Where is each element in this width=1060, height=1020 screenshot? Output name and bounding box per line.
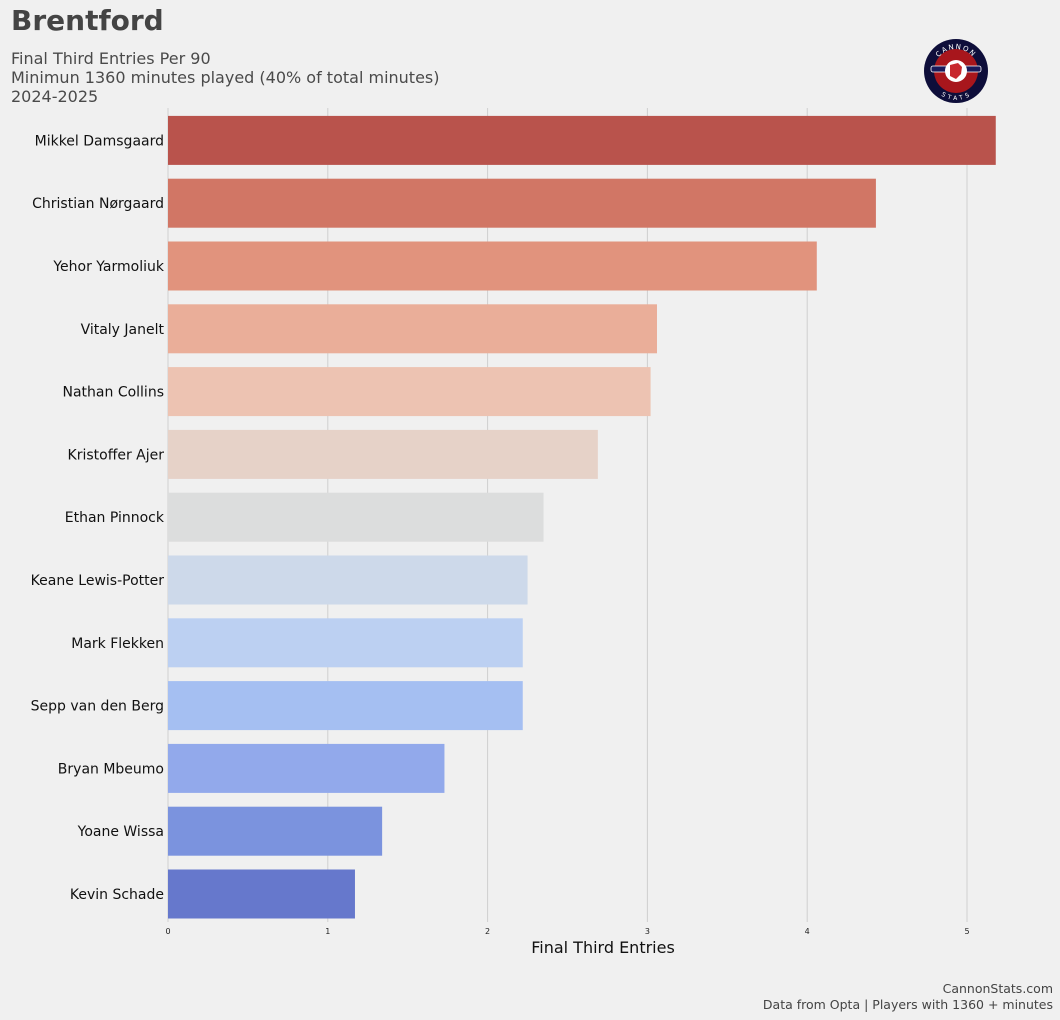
player-label: Christian Nørgaard bbox=[32, 196, 164, 212]
x-axis-ticks: 0 1 2 3 4 5 bbox=[165, 927, 969, 936]
subtitle-season: 2024-2025 bbox=[11, 87, 99, 106]
x-tick-label: 5 bbox=[964, 927, 969, 936]
player-label: Kristoffer Ajer bbox=[68, 447, 165, 463]
svg-text:STATS: STATS bbox=[940, 91, 972, 102]
player-label: Nathan Collins bbox=[63, 385, 165, 401]
player-label: Yehor Yarmoliuk bbox=[52, 259, 165, 275]
player-label: Bryan Mbeumo bbox=[58, 761, 164, 777]
bar bbox=[168, 492, 544, 542]
player-label: Yoane Wissa bbox=[77, 824, 164, 840]
bar bbox=[168, 304, 657, 354]
player-label: Mark Flekken bbox=[71, 636, 164, 652]
bar bbox=[168, 555, 528, 605]
bar bbox=[168, 115, 996, 165]
bar bbox=[168, 367, 651, 417]
subtitle-metric: Final Third Entries Per 90 bbox=[11, 49, 211, 68]
x-tick-label: 3 bbox=[645, 927, 650, 936]
x-tick-label: 0 bbox=[165, 927, 170, 936]
y-axis-labels: Mikkel Damsgaard Christian Nørgaard Yehor … bbox=[31, 133, 165, 903]
bar bbox=[168, 681, 523, 731]
logo-bottom-text: STATS bbox=[940, 91, 970, 102]
bar bbox=[168, 806, 383, 856]
x-axis-label: Final Third Entries bbox=[531, 938, 675, 957]
player-label: Keane Lewis-Potter bbox=[31, 573, 165, 589]
bar bbox=[168, 869, 355, 919]
footer-source: Data from Opta | Players with 1360 + min… bbox=[762, 997, 1053, 1012]
cannon-stats-logo: CANNON STATS bbox=[924, 39, 988, 103]
bar bbox=[168, 618, 523, 668]
player-label: Mikkel Damsgaard bbox=[35, 133, 164, 149]
bar bbox=[168, 178, 876, 228]
footer-site: CannonStats.com bbox=[942, 981, 1053, 996]
player-label: Kevin Schade bbox=[70, 887, 164, 903]
x-tick-label: 2 bbox=[485, 927, 490, 936]
player-label: Vitaly Janelt bbox=[81, 322, 165, 338]
bar bbox=[168, 743, 445, 793]
player-label: Ethan Pinnock bbox=[65, 510, 165, 526]
bar bbox=[168, 429, 598, 479]
page-title: Brentford bbox=[11, 4, 164, 37]
x-tick-label: 1 bbox=[325, 927, 330, 936]
player-label: Sepp van den Berg bbox=[31, 699, 164, 715]
subtitle-minutes: Minimun 1360 minutes played (40% of tota… bbox=[11, 68, 440, 87]
bars bbox=[168, 115, 996, 919]
bar bbox=[168, 241, 817, 291]
x-tick-label: 4 bbox=[805, 927, 810, 936]
